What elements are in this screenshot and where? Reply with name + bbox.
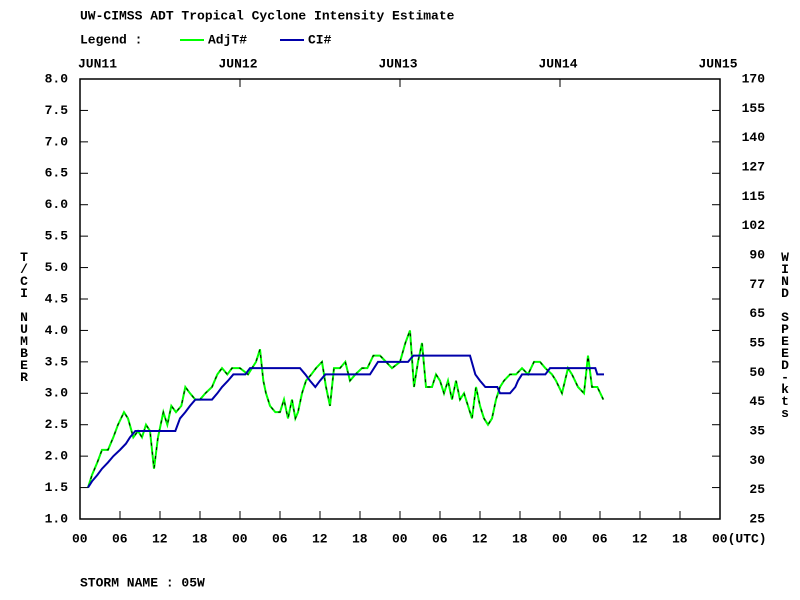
legend-entry: CI# xyxy=(308,32,332,47)
y-tick-label: 4.5 xyxy=(45,291,69,306)
x-tick-label: 06 xyxy=(272,531,288,546)
y-tick-label: 4.0 xyxy=(45,323,69,338)
x2-tick-label: JUN15 xyxy=(698,56,737,71)
x2-tick-label: JUN14 xyxy=(538,56,577,71)
y2-tick-label: 155 xyxy=(742,101,766,116)
x-tick-label: 06 xyxy=(112,531,128,546)
y2-tick-label: 90 xyxy=(749,247,765,262)
line-dash-overlay xyxy=(87,330,604,488)
y2-tick-label: 55 xyxy=(749,335,765,350)
x-tick-label: 06 xyxy=(592,531,608,546)
y2-tick-label: 140 xyxy=(742,130,766,145)
y-tick-label: 1.5 xyxy=(45,480,69,495)
x-tick-label: 00 xyxy=(232,531,248,546)
x-tick-label: 18 xyxy=(512,531,528,546)
y2-tick-label: 50 xyxy=(749,365,765,380)
x2-tick-label: JUN12 xyxy=(218,56,257,71)
chart-title: UW-CIMSS ADT Tropical Cyclone Intensity … xyxy=(80,8,455,23)
y2-tick-label: 45 xyxy=(749,394,765,409)
y-tick-label: 5.0 xyxy=(45,260,69,275)
y-tick-label: 6.0 xyxy=(45,197,69,212)
y-tick-label: 7.5 xyxy=(45,103,69,118)
y-tick-label: 3.0 xyxy=(45,386,69,401)
x-tick-label: 00 xyxy=(392,531,408,546)
y-tick-label: 6.5 xyxy=(45,166,69,181)
x-tick-label: 18 xyxy=(192,531,208,546)
legend-label: Legend : xyxy=(80,32,142,47)
x2-tick-label: JUN11 xyxy=(78,56,117,71)
series-line xyxy=(87,330,605,488)
x-tick-label: 12 xyxy=(632,531,648,546)
x-tick-label: 12 xyxy=(312,531,328,546)
y2-tick-label: 77 xyxy=(749,277,765,292)
x-tick-label: 06 xyxy=(432,531,448,546)
y-tick-label: 1.0 xyxy=(45,511,69,526)
x2-tick-label: JUN13 xyxy=(378,56,417,71)
y2-tick-label: 25 xyxy=(749,511,765,526)
y-tick-label: 8.0 xyxy=(45,71,69,86)
y2-tick-label: 170 xyxy=(742,71,766,86)
x-tick-label: 00 xyxy=(552,531,568,546)
y2-tick-label: 25 xyxy=(749,482,765,497)
y-tick-label: 7.0 xyxy=(45,134,69,149)
x-tick-label: 12 xyxy=(472,531,488,546)
legend-entry: AdjT# xyxy=(208,32,247,47)
y-tick-label: 2.0 xyxy=(45,449,69,464)
x-tick-label: 00(UTC) xyxy=(712,531,767,546)
y2-tick-label: 115 xyxy=(742,189,766,204)
x-tick-label: 00 xyxy=(72,531,88,546)
footer: STORM NAME : 05W xyxy=(80,575,205,590)
y2-tick-label: 65 xyxy=(749,306,765,321)
y-tick-label: 5.5 xyxy=(45,229,69,244)
x-tick-label: 12 xyxy=(152,531,168,546)
y2-axis-label: WIND SPEED-kts xyxy=(778,250,793,418)
series-line xyxy=(87,354,604,489)
x-tick-label: 18 xyxy=(672,531,688,546)
y2-tick-label: 127 xyxy=(742,159,765,174)
plot-frame xyxy=(79,78,721,520)
y-tick-label: 3.5 xyxy=(45,354,69,369)
y-axis-label: T/CI NUMBER xyxy=(17,250,32,382)
y2-tick-label: 35 xyxy=(749,423,765,438)
y2-tick-label: 30 xyxy=(749,453,765,468)
y-tick-label: 2.5 xyxy=(45,417,69,432)
x-tick-label: 18 xyxy=(352,531,368,546)
y2-tick-label: 102 xyxy=(742,218,766,233)
